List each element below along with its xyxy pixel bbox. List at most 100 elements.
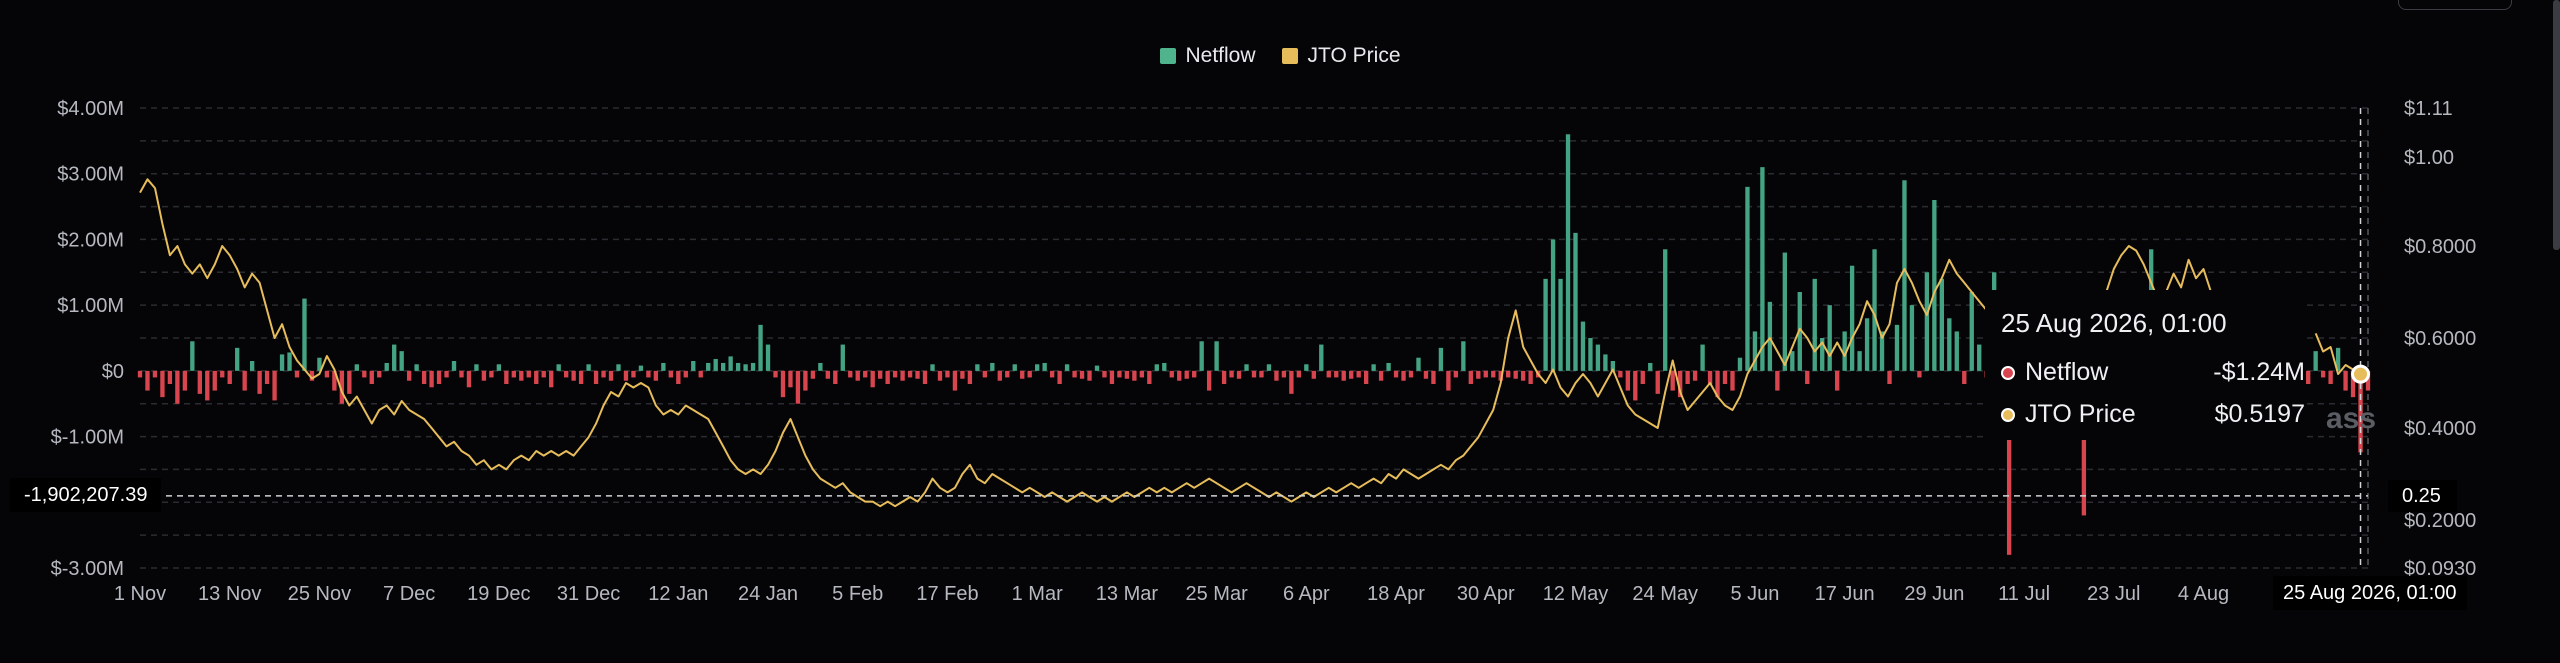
netflow-bar bbox=[1640, 370, 1645, 384]
netflow-bar bbox=[1042, 362, 1047, 371]
netflow-bar bbox=[2081, 370, 2087, 516]
crosshair bbox=[100, 108, 2371, 568]
netflow-bar bbox=[1879, 331, 1885, 371]
netflow-bar bbox=[1266, 364, 1272, 371]
legend-swatch-jto-price bbox=[1281, 48, 1298, 64]
netflow-bar bbox=[496, 364, 502, 371]
netflow-bar bbox=[190, 341, 195, 371]
netflow-bar bbox=[1745, 186, 1750, 371]
netflow-bar bbox=[1932, 200, 1937, 371]
netflow-bar bbox=[1259, 370, 1264, 378]
netflow-bar bbox=[1558, 278, 1563, 371]
netflow-bar bbox=[549, 370, 554, 388]
netflow-bar bbox=[1506, 370, 1511, 378]
y2-tick-label: $0.8000 bbox=[2404, 236, 2476, 258]
netflow-bar bbox=[1416, 357, 1421, 371]
netflow-bar bbox=[1072, 370, 1077, 378]
price-line-segment bbox=[139, 178, 2212, 508]
x-tick-label: 12 Jan bbox=[648, 583, 708, 605]
netflow-bar bbox=[1251, 370, 1257, 378]
legend-item-netflow[interactable]: Netflow bbox=[1159, 44, 1256, 68]
netflow-bar bbox=[907, 370, 913, 378]
netflow-bar bbox=[825, 370, 831, 379]
netflow-bar bbox=[1969, 292, 1974, 371]
netflow-bar bbox=[840, 344, 845, 371]
netflow-bar bbox=[220, 370, 225, 378]
netflow-bar bbox=[1117, 370, 1122, 378]
netflow-bar bbox=[563, 370, 569, 378]
netflow-bar bbox=[459, 370, 464, 378]
netflow-bar bbox=[691, 361, 696, 371]
netflow-bar bbox=[855, 370, 860, 381]
netflow-bar bbox=[1917, 370, 1922, 378]
netflow-bar bbox=[332, 370, 337, 391]
crosshair-price-marker bbox=[2351, 364, 2371, 384]
netflow-bar bbox=[1760, 167, 1765, 371]
netflow-bar bbox=[1954, 331, 1959, 371]
netflow-bar bbox=[444, 370, 449, 378]
y2-tick-label: $0.4000 bbox=[2404, 418, 2476, 440]
netflow-bar bbox=[1820, 338, 1825, 371]
netflow-bar bbox=[347, 370, 352, 394]
netflow-bar bbox=[1334, 370, 1339, 378]
netflow-bar bbox=[795, 370, 801, 404]
netflow-bar bbox=[1154, 364, 1159, 371]
y2-tick-label: $0.0930 bbox=[2404, 558, 2476, 580]
tooltip-label-netflow: Netflow bbox=[2025, 358, 2109, 386]
netflow-bar bbox=[1663, 249, 1668, 371]
netflow-bar bbox=[1214, 341, 1219, 371]
netflow-bar bbox=[653, 370, 659, 381]
netflow-bar bbox=[1199, 341, 1204, 371]
y-tick-label: $-1.00M bbox=[51, 427, 124, 449]
netflow-bar bbox=[152, 370, 158, 378]
legend-item-jto-price[interactable]: JTO Price bbox=[1281, 44, 1401, 68]
netflow-bar bbox=[1326, 370, 1331, 378]
netflow-bar bbox=[1857, 351, 1862, 371]
netflow-bar bbox=[1707, 370, 1713, 384]
netflow-bar bbox=[1461, 341, 1466, 371]
x-tick-label: 17 Feb bbox=[916, 583, 978, 605]
netflow-bar bbox=[2365, 370, 2371, 391]
netflow-bar bbox=[235, 347, 240, 371]
y-tick-label: $2.00M bbox=[57, 229, 124, 251]
x-tick-label: 1 Mar bbox=[1012, 583, 1063, 605]
netflow-bar bbox=[511, 370, 516, 378]
netflow-bar bbox=[1752, 331, 1758, 371]
netflow-bar bbox=[2343, 370, 2348, 391]
netflow-bar bbox=[317, 357, 322, 371]
netflow-bar bbox=[728, 356, 733, 371]
netflow-bar bbox=[1655, 370, 1660, 394]
netflow-bar bbox=[578, 370, 584, 384]
netflow-bar bbox=[683, 370, 688, 378]
scrollbar[interactable] bbox=[2553, 0, 2560, 250]
netflow-bar bbox=[1020, 370, 1025, 379]
netflow-bar bbox=[1139, 370, 1145, 378]
netflow-bar bbox=[1550, 239, 1556, 371]
netflow-bar bbox=[145, 370, 150, 391]
x-tick-label: 25 Nov bbox=[288, 583, 351, 605]
netflow-bar bbox=[2313, 351, 2318, 371]
netflow-bar bbox=[900, 370, 905, 381]
netflow-bar bbox=[623, 370, 629, 381]
netflow-bar bbox=[1633, 370, 1638, 401]
netflow-bar bbox=[272, 370, 277, 401]
netflow-bar bbox=[1812, 278, 1817, 371]
netflow-bar bbox=[1483, 370, 1488, 378]
x-tick-label: 17 Jun bbox=[1815, 583, 1875, 605]
netflow-bar bbox=[982, 370, 988, 378]
netflow-bar bbox=[1244, 364, 1249, 371]
netflow-bar bbox=[1177, 370, 1182, 381]
netflow-bar bbox=[1872, 249, 1877, 371]
netflow-bar bbox=[1378, 370, 1384, 381]
netflow-bar bbox=[1304, 364, 1309, 371]
netflow-bar bbox=[952, 370, 958, 391]
netflow-bar bbox=[1491, 370, 1496, 378]
netflow-bar bbox=[1341, 370, 1346, 381]
netflow-bar bbox=[1715, 370, 1720, 398]
netflow-bar bbox=[706, 362, 711, 371]
netflow-bar bbox=[287, 352, 292, 371]
netflow-bar bbox=[892, 370, 898, 378]
x-tick-label: 13 Mar bbox=[1096, 583, 1159, 605]
netflow-bar bbox=[1386, 362, 1391, 371]
